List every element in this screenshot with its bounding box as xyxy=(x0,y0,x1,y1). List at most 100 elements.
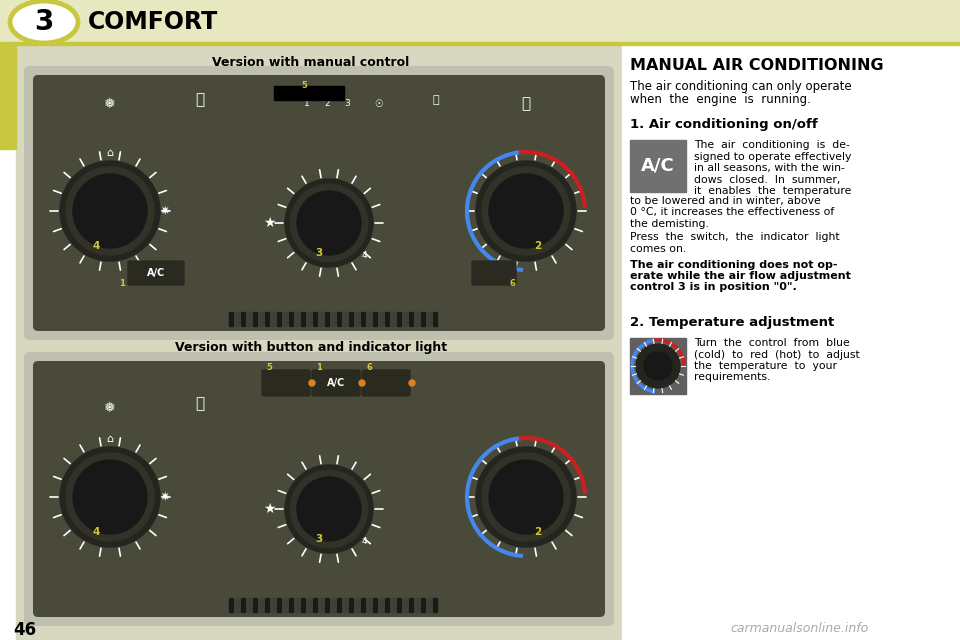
Text: 46: 46 xyxy=(13,621,36,639)
Text: ⌂: ⌂ xyxy=(107,148,113,158)
Text: A/C: A/C xyxy=(147,268,165,278)
Bar xyxy=(433,312,437,326)
Text: 1: 1 xyxy=(316,362,322,371)
Text: 3: 3 xyxy=(344,99,349,109)
Text: The air conditioning does not op-: The air conditioning does not op- xyxy=(630,259,837,269)
Text: 2: 2 xyxy=(535,527,541,537)
Text: 2. Temperature adjustment: 2. Temperature adjustment xyxy=(630,316,834,329)
Text: 6: 6 xyxy=(509,278,515,287)
Text: ★: ★ xyxy=(263,502,276,516)
FancyBboxPatch shape xyxy=(24,66,614,340)
Circle shape xyxy=(290,470,368,548)
Text: 5: 5 xyxy=(266,362,272,371)
Bar xyxy=(331,598,335,612)
Bar xyxy=(301,598,305,612)
Bar xyxy=(361,312,365,326)
Bar xyxy=(259,312,263,326)
Bar xyxy=(367,598,371,612)
FancyBboxPatch shape xyxy=(33,75,605,331)
Bar xyxy=(259,598,263,612)
Text: ✷: ✷ xyxy=(159,205,170,218)
Circle shape xyxy=(489,174,563,248)
Text: 3: 3 xyxy=(316,248,323,258)
Circle shape xyxy=(297,477,361,541)
Text: ☉: ☉ xyxy=(374,99,383,109)
Bar xyxy=(0,0,960,44)
Bar xyxy=(385,598,389,612)
Text: erate while the air flow adjustment: erate while the air flow adjustment xyxy=(630,271,851,281)
Circle shape xyxy=(636,344,680,388)
Bar xyxy=(427,312,431,326)
Bar xyxy=(289,312,293,326)
Text: 📶: 📶 xyxy=(433,95,440,105)
Text: 🚗: 🚗 xyxy=(196,93,204,108)
Bar xyxy=(343,598,347,612)
Bar xyxy=(355,598,359,612)
Bar xyxy=(379,598,383,612)
Text: ❅: ❅ xyxy=(105,97,116,111)
Bar xyxy=(265,598,269,612)
Circle shape xyxy=(644,352,672,380)
Bar xyxy=(277,598,281,612)
Circle shape xyxy=(73,460,147,534)
Bar xyxy=(283,598,287,612)
Text: it  enables  the  temperature: it enables the temperature xyxy=(694,186,852,196)
Bar xyxy=(253,598,257,612)
Circle shape xyxy=(290,184,368,262)
Circle shape xyxy=(60,447,160,547)
Bar xyxy=(265,312,269,326)
Text: MANUAL AIR CONDITIONING: MANUAL AIR CONDITIONING xyxy=(630,58,883,73)
Text: when  the  engine  is  running.: when the engine is running. xyxy=(630,93,811,106)
Bar xyxy=(235,312,239,326)
Circle shape xyxy=(476,447,576,547)
Bar xyxy=(301,312,305,326)
Bar xyxy=(274,86,344,100)
Text: 1: 1 xyxy=(304,99,310,109)
Bar xyxy=(397,312,401,326)
Text: 6: 6 xyxy=(366,362,372,371)
Bar xyxy=(0,44,16,149)
Circle shape xyxy=(297,191,361,255)
Bar xyxy=(373,598,377,612)
Text: 🚗: 🚗 xyxy=(196,397,204,412)
Bar xyxy=(349,598,353,612)
Circle shape xyxy=(359,380,365,386)
FancyBboxPatch shape xyxy=(472,261,516,285)
FancyBboxPatch shape xyxy=(128,261,184,285)
FancyBboxPatch shape xyxy=(33,361,605,617)
Bar xyxy=(630,140,686,192)
Bar xyxy=(421,598,425,612)
Bar xyxy=(409,598,413,612)
Circle shape xyxy=(60,161,160,261)
Bar xyxy=(391,598,395,612)
Bar xyxy=(331,312,335,326)
Bar xyxy=(229,312,233,326)
Text: The air conditioning can only operate: The air conditioning can only operate xyxy=(630,80,852,93)
Bar xyxy=(307,598,311,612)
Text: 4: 4 xyxy=(361,536,367,545)
Circle shape xyxy=(66,453,154,541)
Text: control 3 is in position "0".: control 3 is in position "0". xyxy=(630,282,797,292)
Circle shape xyxy=(409,380,415,386)
Text: 5: 5 xyxy=(301,81,307,90)
Bar xyxy=(271,598,275,612)
Text: 0 °C, it increases the effectiveness of: 0 °C, it increases the effectiveness of xyxy=(630,207,834,218)
Bar xyxy=(247,312,251,326)
Bar xyxy=(313,312,317,326)
Circle shape xyxy=(285,179,373,267)
Bar xyxy=(379,312,383,326)
Text: 4: 4 xyxy=(361,250,367,259)
Bar xyxy=(385,312,389,326)
Ellipse shape xyxy=(10,1,78,43)
Bar xyxy=(253,312,257,326)
Text: Press  the  switch,  the  indicator  light: Press the switch, the indicator light xyxy=(630,232,840,243)
Bar xyxy=(391,312,395,326)
Bar xyxy=(367,312,371,326)
Bar xyxy=(622,44,960,640)
Text: 1: 1 xyxy=(119,278,125,287)
Text: 3: 3 xyxy=(316,534,323,544)
Text: 4: 4 xyxy=(92,241,100,251)
Bar xyxy=(403,312,407,326)
Text: Version with button and indicator light: Version with button and indicator light xyxy=(175,342,447,355)
Circle shape xyxy=(73,174,147,248)
